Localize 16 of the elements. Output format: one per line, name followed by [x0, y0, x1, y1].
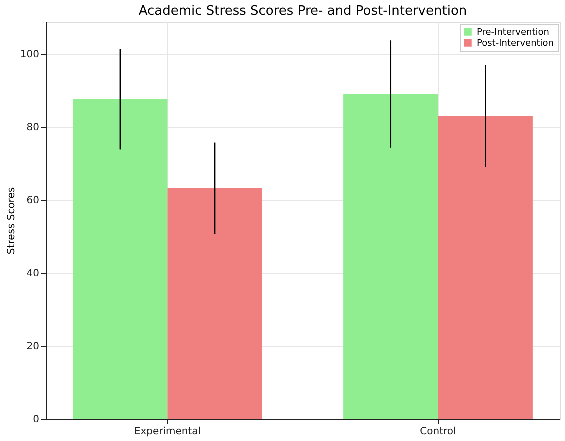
y-tick-label: 0: [33, 414, 40, 426]
chart-title: Academic Stress Scores Pre- and Post-Intervention: [138, 4, 468, 19]
y-tick-label: 100: [20, 50, 40, 61]
bar: [168, 188, 262, 419]
bar: [344, 94, 438, 419]
legend-label: Pre-Intervention: [477, 28, 550, 38]
bar: [73, 99, 168, 419]
y-tick-label: 60: [26, 196, 40, 207]
x-tick-label: Experimental: [134, 426, 202, 438]
y-axis-title: Stress Scores: [6, 187, 18, 255]
y-tick-label: 20: [26, 342, 40, 353]
legend-label: Post-Intervention: [477, 39, 554, 49]
y-tick-label: 80: [26, 122, 40, 134]
y-tick-label: 40: [26, 268, 40, 280]
bar: [438, 116, 533, 419]
x-tick-label: Control: [420, 426, 456, 438]
